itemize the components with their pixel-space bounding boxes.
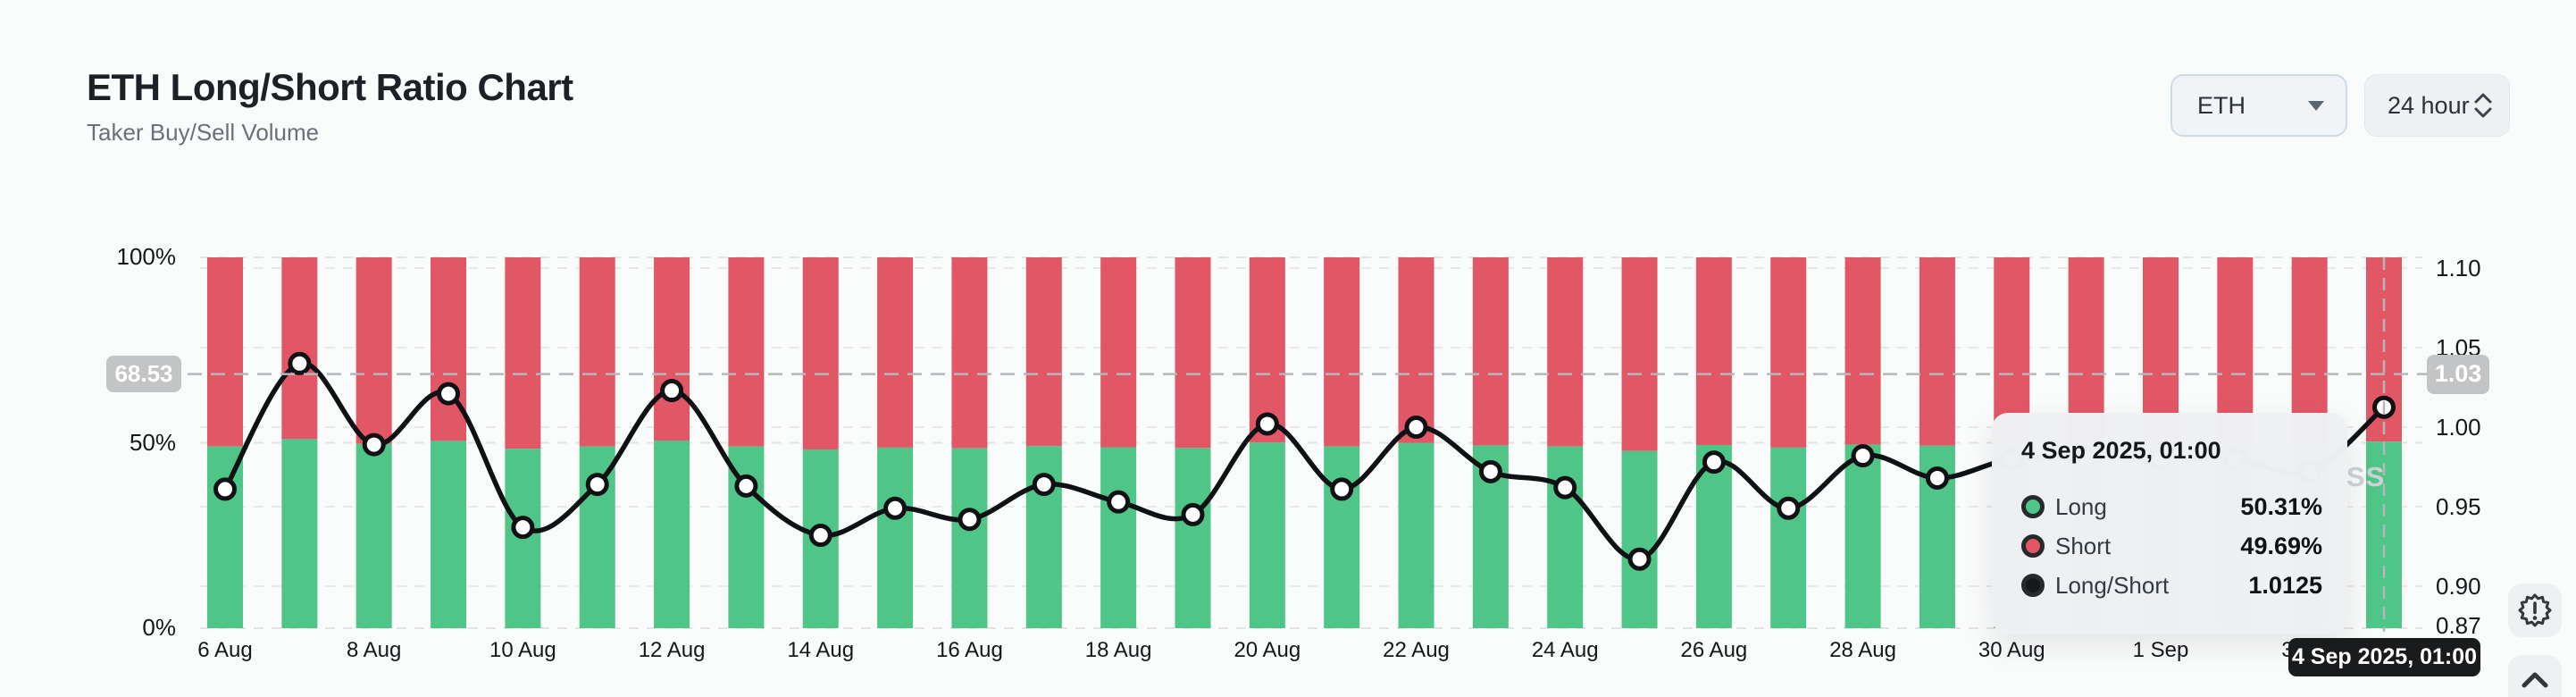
bar-short bbox=[1324, 257, 1360, 447]
alert-button[interactable] bbox=[2508, 584, 2562, 637]
crosshair-right-badge: 1.03 bbox=[2427, 354, 2489, 394]
bar-short bbox=[355, 257, 392, 444]
bar-long bbox=[654, 441, 690, 628]
tooltip-row-label: Long bbox=[2055, 492, 2107, 520]
crosshair-left-badge: 68.53 bbox=[106, 356, 181, 393]
bar-long bbox=[1398, 442, 1434, 628]
tooltip-row-short: Short 49.69% bbox=[2021, 526, 2322, 566]
bar-short bbox=[1025, 257, 1062, 447]
line-marker bbox=[1851, 444, 1875, 468]
horizontal-gridlines bbox=[200, 256, 2422, 629]
bar-short bbox=[281, 257, 318, 440]
watermark-fragment: SS bbox=[2346, 461, 2386, 492]
line-marker bbox=[734, 474, 758, 498]
tooltip-row-long: Long 50.31% bbox=[2021, 487, 2322, 526]
bar-short bbox=[728, 257, 765, 447]
interval-select-value: 24 hour bbox=[2388, 91, 2470, 119]
line-marker bbox=[1181, 502, 1205, 526]
tooltip-row-ratio: Long/Short 1.0125 bbox=[2021, 566, 2322, 605]
page-title: ETH Long/Short Ratio Chart bbox=[87, 66, 573, 108]
bar-long bbox=[1175, 448, 1211, 628]
bar-long bbox=[1100, 447, 1137, 628]
bar-long bbox=[1770, 447, 1807, 628]
tooltip-row-value: 50.31% bbox=[2240, 492, 2322, 520]
bar-short bbox=[877, 257, 914, 448]
bar-short bbox=[1472, 257, 1509, 446]
bar-long bbox=[355, 443, 392, 628]
line-marker bbox=[288, 351, 312, 375]
chevrons-up-down-icon bbox=[2471, 90, 2495, 121]
line-marker bbox=[1627, 547, 1652, 571]
tooltip-row-label: Long/Short bbox=[2055, 571, 2170, 599]
bar-short bbox=[1919, 257, 1955, 446]
bar-short bbox=[1695, 257, 1732, 445]
bar-short bbox=[1844, 257, 1881, 445]
bar-short bbox=[207, 257, 243, 447]
bar-long bbox=[207, 446, 243, 628]
chart-tooltip: 4 Sep 2025, 01:00 Long 50.31% Short 49.6… bbox=[1992, 413, 2347, 634]
tooltip-row-value: 1.0125 bbox=[2248, 571, 2322, 599]
tooltip-row-label: Short bbox=[2055, 532, 2112, 559]
bar-short bbox=[579, 257, 615, 447]
bar-short bbox=[431, 257, 467, 441]
symbol-select-value: ETH bbox=[2197, 91, 2246, 119]
line-marker bbox=[1478, 459, 1502, 483]
bar-long bbox=[1844, 444, 1881, 628]
bar-short bbox=[1770, 257, 1807, 448]
bar-short bbox=[1100, 257, 1137, 448]
bar-short bbox=[802, 257, 839, 449]
line-marker bbox=[585, 473, 609, 497]
line-marker bbox=[1553, 475, 1577, 500]
line-marker bbox=[1404, 416, 1428, 439]
line-marker bbox=[1330, 477, 1354, 501]
short-dot-icon bbox=[2021, 534, 2045, 558]
page-subtitle: Taker Buy/Sell Volume bbox=[87, 119, 320, 146]
line-marker bbox=[808, 524, 832, 548]
line-marker bbox=[1925, 466, 1949, 490]
ratio-dot-icon bbox=[2021, 574, 2045, 597]
line-marker bbox=[511, 516, 535, 540]
bar-long bbox=[1695, 444, 1732, 628]
tooltip-date: 4 Sep 2025, 01:00 bbox=[2021, 437, 2221, 464]
badge-alert-icon bbox=[2518, 593, 2552, 627]
bar-short bbox=[1249, 257, 1285, 443]
line-marker bbox=[213, 477, 237, 501]
chevron-up-icon bbox=[2522, 672, 2548, 688]
bar-long bbox=[281, 439, 318, 628]
line-marker bbox=[1107, 490, 1131, 514]
line-marker bbox=[1255, 412, 1279, 436]
bar-short bbox=[951, 257, 988, 449]
long-dot-icon bbox=[2021, 495, 2045, 518]
line-marker bbox=[1702, 450, 1726, 474]
line-marker bbox=[1032, 473, 1056, 497]
bar-long bbox=[1547, 446, 1584, 628]
line-marker bbox=[660, 379, 684, 403]
bar-short bbox=[1547, 257, 1584, 447]
bar-short bbox=[1621, 257, 1658, 451]
bar-long bbox=[1324, 446, 1360, 628]
line-marker bbox=[1777, 496, 1801, 520]
bar-long bbox=[877, 447, 914, 628]
bar-short bbox=[505, 257, 541, 449]
collapse-button[interactable] bbox=[2508, 655, 2562, 697]
bar-long bbox=[1249, 442, 1285, 628]
bar-long bbox=[431, 441, 467, 628]
line-marker bbox=[883, 496, 907, 520]
bar-long bbox=[1621, 450, 1658, 628]
line-marker bbox=[958, 508, 982, 532]
bar-short bbox=[654, 257, 690, 441]
line-marker bbox=[437, 382, 461, 406]
bar-short bbox=[1398, 257, 1434, 443]
bar-short bbox=[1175, 257, 1211, 449]
interval-select[interactable]: 24 hour bbox=[2364, 74, 2510, 137]
line-marker bbox=[362, 432, 386, 457]
caret-down-icon bbox=[2308, 100, 2324, 111]
bar-long bbox=[951, 448, 988, 628]
crosshair-date-pill: 4 Sep 2025, 01:00 bbox=[2288, 638, 2480, 676]
tooltip-row-value: 49.69% bbox=[2240, 532, 2322, 559]
symbol-select[interactable]: ETH bbox=[2170, 74, 2347, 137]
